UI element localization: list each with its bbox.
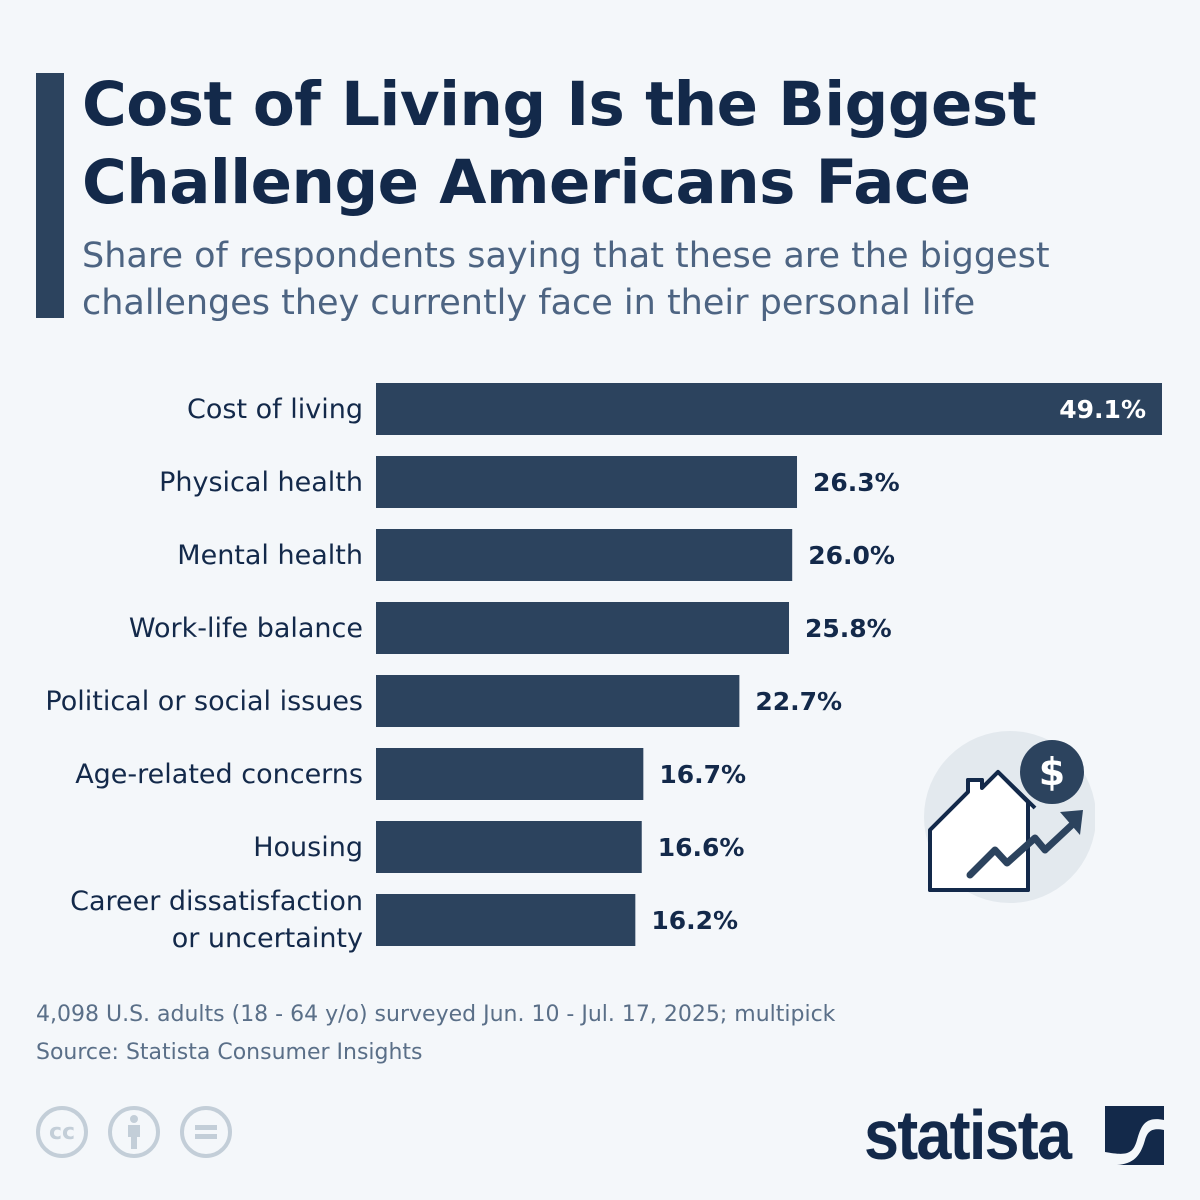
value-label: 26.3% <box>813 468 900 497</box>
survey-note: 4,098 U.S. adults (18 - 64 y/o) surveyed… <box>36 1002 836 1027</box>
category-label: Work-life balance <box>129 610 363 647</box>
statista-logo-mark-icon <box>1105 1106 1164 1165</box>
value-label: 16.2% <box>651 906 738 935</box>
bar <box>376 821 642 873</box>
value-label: 16.7% <box>659 760 746 789</box>
chart-subtitle: Share of respondents saying that these a… <box>82 236 1050 323</box>
value-label: 49.1% <box>1059 395 1146 424</box>
category-label-line: Age-related concerns <box>75 758 363 790</box>
category-label: Career dissatisfaction or uncertainty <box>70 883 363 957</box>
category-label-line: Physical health <box>159 466 363 498</box>
attribution-icon[interactable] <box>108 1106 160 1158</box>
house-price-rising-icon: $ <box>924 731 1095 903</box>
cc-text: cc <box>48 1119 76 1145</box>
logo-text: statista <box>864 1096 1072 1174</box>
category-label: Cost of living <box>187 391 363 428</box>
source-note: Source: Statista Consumer Insights <box>36 1040 423 1065</box>
statista-logo[interactable]: statista <box>864 1095 1072 1175</box>
category-label: Mental health <box>177 537 363 574</box>
chart-title: Cost of Living Is the Biggest Challenge … <box>82 69 1037 218</box>
title-accent-bar <box>36 73 64 318</box>
category-label: Political or social issues <box>45 683 363 720</box>
bar <box>376 602 790 654</box>
bar <box>376 456 798 508</box>
category-label-line: Housing <box>253 831 363 863</box>
category-label-line: Mental health <box>177 539 363 571</box>
bar <box>376 748 644 800</box>
cc-icon[interactable]: cc <box>36 1106 88 1158</box>
svg-text:$: $ <box>1039 750 1065 794</box>
category-label: Age-related concerns <box>75 756 363 793</box>
category-label: Physical health <box>159 464 363 501</box>
bar <box>376 675 740 727</box>
bar <box>376 894 636 946</box>
value-label: 26.0% <box>808 541 895 570</box>
value-label: 22.7% <box>755 687 842 716</box>
category-label-line: or uncertainty <box>171 923 363 954</box>
category-label-line: Political or social issues <box>45 685 363 717</box>
category-label: Housing <box>253 829 363 866</box>
category-label-line: Work-life balance <box>128 612 363 644</box>
value-label: 16.6% <box>658 833 745 862</box>
value-label: 25.8% <box>805 614 892 643</box>
no-derivatives-icon[interactable] <box>180 1106 232 1158</box>
bar <box>376 383 1162 435</box>
category-label-line: Career dissatisfaction <box>70 886 363 917</box>
category-label-line: Cost of living <box>187 393 363 425</box>
bar <box>376 529 793 581</box>
